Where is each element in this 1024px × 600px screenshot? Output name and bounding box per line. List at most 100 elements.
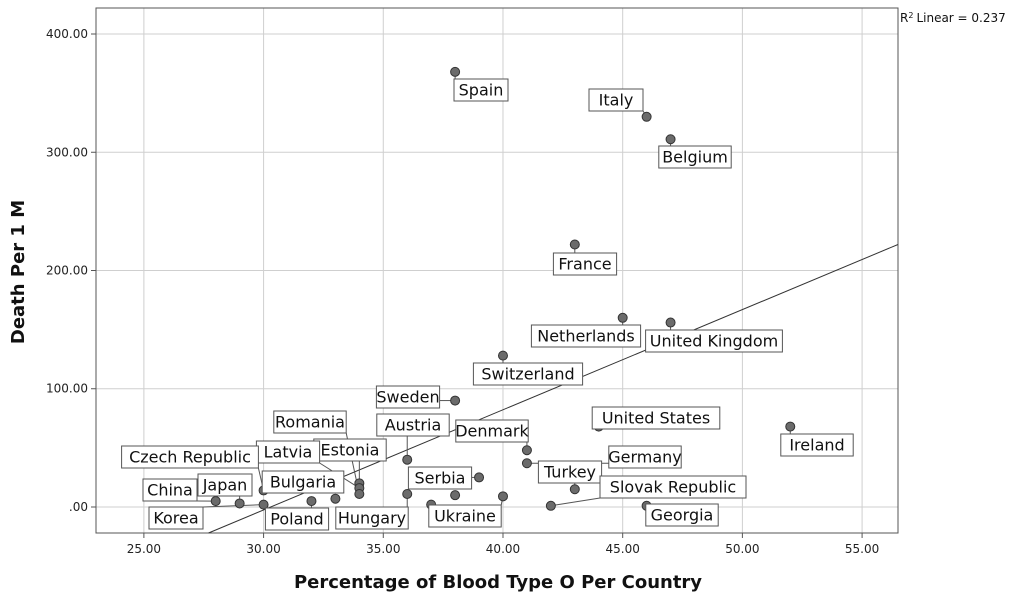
- point-label: Serbia: [407, 466, 473, 490]
- point-label-box: [588, 88, 644, 112]
- point-label-box: [261, 470, 345, 494]
- data-point: [402, 488, 413, 499]
- y-tick-label: 100.00: [46, 382, 88, 396]
- data-point: [450, 490, 461, 501]
- point-label-text: United States: [602, 409, 710, 428]
- point-label-text: Korea: [153, 509, 198, 528]
- point-label: Ukraine: [428, 504, 502, 528]
- point-label-text: Spain: [459, 81, 504, 100]
- y-tick-label: .00: [69, 500, 88, 514]
- point-label: Denmark: [455, 419, 530, 443]
- point-label: Netherlands: [530, 324, 642, 348]
- point-label-box: [264, 507, 330, 531]
- point-label-text: France: [558, 255, 611, 274]
- point-label-text: Poland: [270, 510, 323, 529]
- data-point: [402, 454, 413, 465]
- point-label-box: [273, 410, 347, 434]
- data-point: [497, 350, 508, 361]
- point-label: Georgia: [645, 503, 719, 527]
- point-label-box: [453, 78, 509, 102]
- point-label-box: [376, 413, 450, 437]
- point-label: Slovak Republic: [599, 475, 747, 499]
- data-point: [569, 484, 580, 495]
- point-label-text: Ireland: [789, 436, 844, 455]
- point-label: Czech Republic: [121, 445, 259, 469]
- data-point: [497, 491, 508, 502]
- label-leader: [550, 497, 601, 507]
- data-point: [354, 488, 365, 499]
- point-label: United States: [591, 406, 721, 430]
- point-label-box: [407, 466, 473, 490]
- point-label-box: [375, 385, 441, 409]
- data-point: [450, 66, 461, 77]
- point-label-box: [599, 475, 747, 499]
- data-points: [210, 66, 796, 511]
- point-label-box: [148, 506, 204, 530]
- point-label: Romania: [273, 410, 347, 434]
- point-label: Latvia: [255, 440, 321, 464]
- point-label-box: [455, 419, 529, 443]
- label-leader: [202, 504, 264, 508]
- point-label-text: Belgium: [662, 148, 728, 167]
- x-tick-label: 35.00: [366, 542, 400, 556]
- x-tick-label: 45.00: [606, 542, 640, 556]
- y-tick-label: 200.00: [46, 264, 88, 278]
- x-axis-ticks: 25.00 30.00 35.00 40.00 45.00 50.00 55.00: [127, 533, 879, 556]
- grid: [96, 8, 898, 533]
- point-label-box: [780, 433, 854, 457]
- x-axis-label: Percentage of Blood Type O Per Country: [294, 572, 702, 593]
- point-label: Italy: [588, 88, 644, 112]
- point-label-box: [645, 503, 719, 527]
- point-label-box: [197, 473, 253, 497]
- x-tick-label: 40.00: [486, 542, 520, 556]
- point-label-text: China: [147, 481, 193, 500]
- point-label: Belgium: [658, 145, 732, 169]
- point-label: China: [142, 478, 198, 502]
- point-label-box: [530, 324, 642, 348]
- point-label-box: [121, 445, 259, 469]
- data-point: [641, 111, 652, 122]
- point-labels: Spain Italy Belgium France Netherlands United…: [121, 78, 854, 531]
- data-point: [665, 317, 676, 328]
- data-point: [330, 493, 341, 504]
- point-label-text: Turkey: [543, 463, 596, 482]
- y-tick-label: 300.00: [46, 145, 88, 159]
- point-label: Estonia: [313, 438, 387, 462]
- point-label: Bulgaria: [261, 470, 345, 494]
- data-point: [306, 496, 317, 507]
- point-label-text: Sweden: [376, 388, 439, 407]
- point-label: Switzerland: [472, 362, 584, 386]
- data-point: [569, 239, 580, 250]
- data-point: [210, 496, 221, 507]
- r2-annotation: R2 Linear = 0.237: [900, 11, 1006, 26]
- point-label-text: Austria: [385, 416, 442, 435]
- data-point: [234, 498, 245, 509]
- point-label-text: Japan: [202, 476, 248, 495]
- point-label-box: [658, 145, 732, 169]
- point-label-box: [552, 252, 618, 276]
- data-point: [785, 421, 796, 432]
- point-label: France: [552, 252, 618, 276]
- point-label: Sweden: [375, 385, 441, 409]
- data-point: [450, 395, 461, 406]
- point-label-text: Italy: [599, 91, 634, 110]
- x-tick-label: 50.00: [725, 542, 759, 556]
- point-label-text: Serbia: [415, 469, 466, 488]
- point-label-text: Georgia: [651, 506, 714, 525]
- point-label-text: Estonia: [321, 441, 380, 460]
- point-label: Korea: [148, 506, 204, 530]
- data-point: [521, 458, 532, 469]
- point-label-box: [142, 478, 198, 502]
- point-label: Turkey: [537, 460, 603, 484]
- x-tick-label: 55.00: [845, 542, 879, 556]
- point-label-text: Bulgaria: [270, 473, 336, 492]
- point-label-box: [335, 506, 409, 530]
- point-label: Poland: [264, 507, 330, 531]
- point-label: Hungary: [335, 506, 409, 530]
- y-axis-label: Death Per 1 M: [8, 200, 29, 344]
- data-point: [665, 134, 676, 145]
- point-label-text: Romania: [275, 413, 345, 432]
- point-label-box: [472, 362, 584, 386]
- point-label-box: [428, 504, 502, 528]
